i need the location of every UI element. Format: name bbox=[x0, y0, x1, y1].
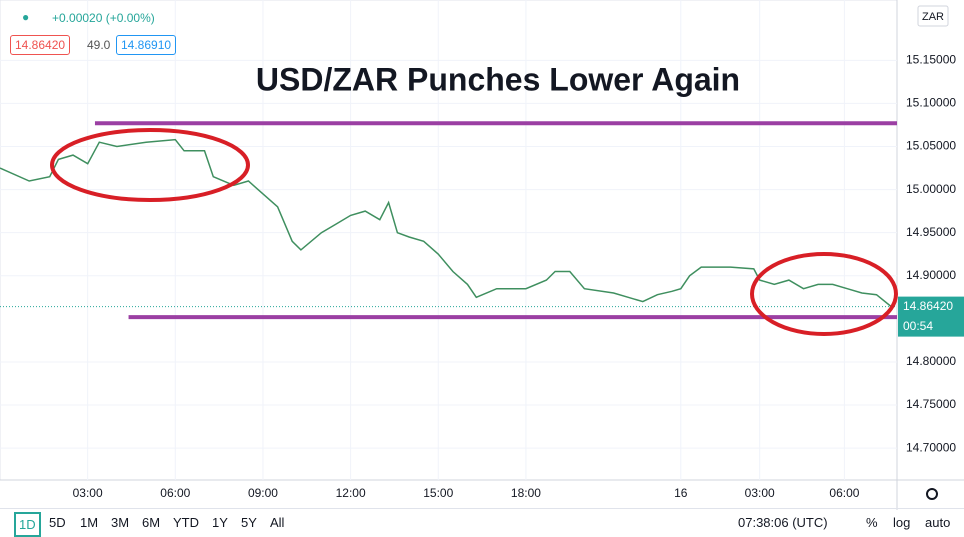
x-tick-label: 03:00 bbox=[73, 486, 103, 500]
currency-box bbox=[917, 5, 949, 27]
bid-price[interactable]: 14.86420 bbox=[10, 35, 71, 55]
x-tick-label: 06:00 bbox=[829, 486, 859, 500]
clock: 07:38:06 (UTC) bbox=[738, 515, 828, 530]
status-dot: ● bbox=[22, 10, 30, 24]
x-tick-label: 16 bbox=[674, 486, 688, 500]
y-tick-label: 15.15000 bbox=[906, 52, 956, 66]
range-button[interactable]: YTD bbox=[173, 515, 199, 530]
toolbar: 1D 5D 1M 3M 6M YTD 1Y 5Y All 07:38:06 (UTC)% log au… bbox=[0, 508, 964, 537]
scale-option[interactable]: auto bbox=[925, 515, 951, 530]
price-change: +0.00020 (+0.00%) bbox=[52, 11, 155, 25]
countdown: 00:54 bbox=[903, 319, 933, 333]
x-tick-label: 12:00 bbox=[336, 486, 366, 500]
y-tick-label: 14.70000 bbox=[906, 440, 956, 454]
ask-price[interactable]: 14.86910 bbox=[116, 35, 177, 55]
x-tick-label: 15:00 bbox=[423, 486, 453, 500]
scale-option[interactable]: % bbox=[866, 515, 878, 530]
range-button[interactable]: 5Y bbox=[241, 515, 257, 530]
range-button[interactable]: 6M bbox=[142, 515, 161, 530]
spread: 49.0 bbox=[87, 38, 111, 52]
price-line bbox=[0, 138, 892, 308]
y-tick-label: 14.95000 bbox=[906, 225, 956, 239]
highlight-ellipse bbox=[50, 128, 250, 202]
currency: ZAR bbox=[922, 11, 944, 23]
price-badge bbox=[898, 296, 964, 337]
range-button[interactable]: 1M bbox=[80, 515, 99, 530]
range-button[interactable]: 1D bbox=[14, 512, 41, 537]
x-tick-label: 18:00 bbox=[511, 486, 541, 500]
y-tick-label: 15.10000 bbox=[906, 96, 956, 110]
y-tick-label: 15.00000 bbox=[906, 182, 956, 196]
x-tick-label: 09:00 bbox=[248, 486, 278, 500]
chart: USD/ZAR Punches Lower Again ZAR 14.70000… bbox=[0, 0, 964, 510]
scale-option[interactable]: log bbox=[893, 515, 911, 530]
settings-icon[interactable] bbox=[926, 488, 938, 500]
plot-area bbox=[0, 0, 898, 481]
x-tick-label: 03:00 bbox=[745, 486, 775, 500]
chart-title: USD/ZAR Punches Lower Again bbox=[256, 61, 740, 97]
y-tick-label: 14.75000 bbox=[906, 397, 956, 411]
range-button[interactable]: All bbox=[270, 515, 285, 530]
y-tick-label: 14.90000 bbox=[906, 268, 956, 282]
range-button[interactable]: 1Y bbox=[212, 515, 228, 530]
last-price: 14.86420 bbox=[903, 299, 953, 313]
x-tick-label: 06:00 bbox=[160, 486, 190, 500]
range-button[interactable]: 5D bbox=[49, 515, 66, 530]
y-tick-label: 14.80000 bbox=[906, 354, 956, 368]
y-tick-label: 15.05000 bbox=[906, 139, 956, 153]
range-button[interactable]: 3M bbox=[111, 515, 130, 530]
highlight-ellipse bbox=[750, 252, 898, 336]
